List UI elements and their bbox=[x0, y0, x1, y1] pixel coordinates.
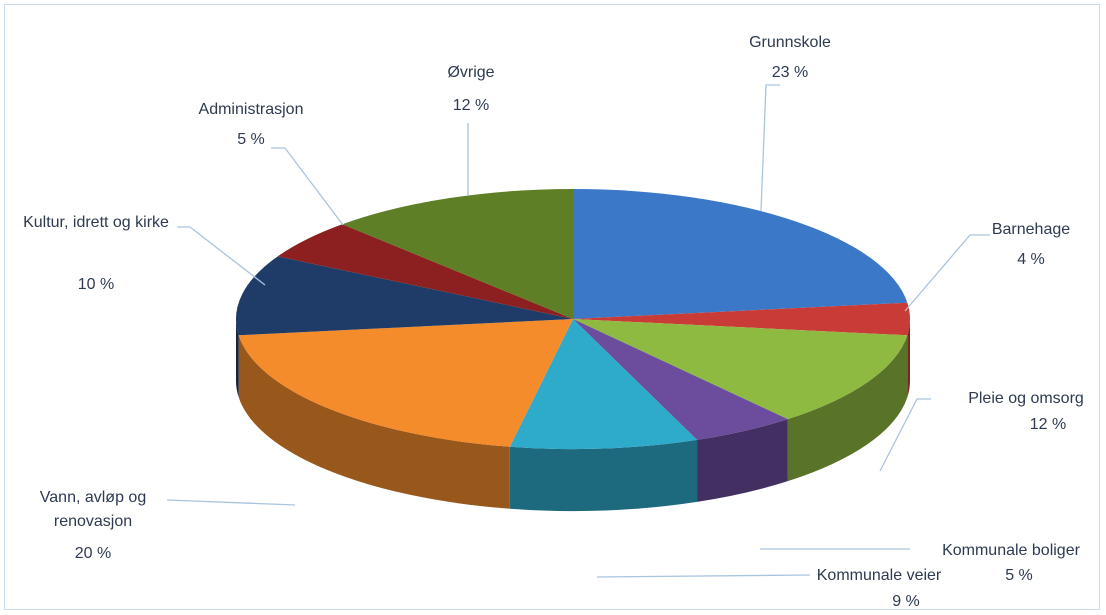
slice bbox=[238, 319, 573, 447]
value-label: 12 % bbox=[452, 97, 490, 114]
slice bbox=[235, 256, 573, 336]
value-label: 23 % bbox=[771, 64, 809, 81]
slice bbox=[573, 319, 788, 440]
category-label: Kommunale boliger bbox=[942, 542, 1080, 559]
chart bbox=[166, 84, 990, 578]
slice-side bbox=[509, 439, 698, 511]
slice-side bbox=[697, 419, 788, 502]
category-label: Grunnskole bbox=[749, 34, 831, 51]
slice-side bbox=[907, 319, 910, 398]
value-label: 9 % bbox=[892, 593, 920, 610]
leader-line bbox=[596, 574, 811, 578]
leader-line bbox=[177, 226, 266, 286]
leader-line bbox=[760, 84, 780, 212]
slice-side bbox=[236, 319, 239, 398]
slice bbox=[573, 319, 908, 420]
value-label: 10 % bbox=[77, 276, 115, 293]
value-label: 20 % bbox=[74, 545, 112, 562]
chart-frame: Grunnskole 23 % Barnehage 4 % Pleie og omsor… bbox=[4, 4, 1100, 610]
category-label: Kommunale veier bbox=[816, 567, 942, 584]
slice bbox=[573, 189, 908, 319]
category-label: Pleie og omsorg bbox=[968, 390, 1084, 407]
slice-side bbox=[238, 335, 510, 509]
value-label: 12 % bbox=[1029, 416, 1067, 433]
leader-line bbox=[166, 499, 296, 506]
value-label: 4 % bbox=[1017, 251, 1045, 268]
category-label: Barnehage bbox=[991, 221, 1071, 238]
slice bbox=[342, 189, 573, 319]
category-label: Kultur, idrett og kirke bbox=[23, 214, 169, 231]
leader-line bbox=[271, 147, 344, 226]
category-label: Vann, avløp og renovasjon bbox=[39, 489, 147, 530]
value-label: 5 % bbox=[237, 131, 265, 148]
slice bbox=[509, 319, 698, 449]
slice bbox=[573, 302, 910, 336]
leader-line bbox=[904, 234, 990, 312]
category-label: Øvrige bbox=[447, 64, 495, 81]
slice bbox=[277, 224, 573, 319]
slice-side bbox=[787, 335, 908, 482]
category-label: Administrasjon bbox=[198, 101, 304, 118]
leader-line bbox=[879, 398, 931, 472]
value-label: 5 % bbox=[1005, 567, 1033, 584]
